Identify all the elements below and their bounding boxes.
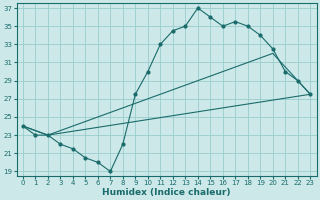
X-axis label: Humidex (Indice chaleur): Humidex (Indice chaleur) [102,188,231,197]
